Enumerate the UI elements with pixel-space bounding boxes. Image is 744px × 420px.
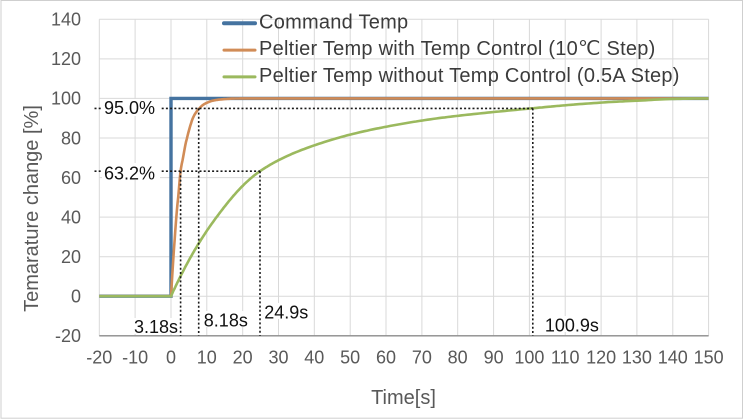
svg-text:8.18s: 8.18s — [204, 310, 248, 330]
svg-text:95.0%: 95.0% — [104, 98, 155, 118]
svg-text:90: 90 — [484, 348, 504, 368]
svg-text:Command Temp: Command Temp — [259, 11, 408, 33]
svg-text:60: 60 — [376, 348, 396, 368]
svg-text:40: 40 — [304, 348, 324, 368]
svg-text:0: 0 — [166, 348, 176, 368]
svg-text:150: 150 — [694, 348, 724, 368]
svg-text:80: 80 — [61, 128, 81, 148]
svg-text:Temarature change [%]: Temarature change [%] — [21, 105, 43, 312]
svg-text:63.2%: 63.2% — [104, 164, 155, 184]
svg-text:-10: -10 — [122, 348, 148, 368]
svg-text:100: 100 — [514, 348, 544, 368]
svg-text:-20: -20 — [55, 326, 81, 346]
svg-text:50: 50 — [340, 348, 360, 368]
svg-text:40: 40 — [61, 207, 81, 227]
svg-text:Time[s]: Time[s] — [371, 387, 436, 409]
svg-text:140: 140 — [51, 10, 81, 30]
svg-text:24.9s: 24.9s — [264, 303, 308, 323]
svg-text:140: 140 — [658, 348, 688, 368]
svg-text:-20: -20 — [86, 348, 112, 368]
svg-text:0: 0 — [71, 287, 81, 307]
svg-text:60: 60 — [61, 168, 81, 188]
svg-text:120: 120 — [51, 49, 81, 69]
svg-text:100.9s: 100.9s — [545, 316, 599, 336]
svg-text:10: 10 — [197, 348, 217, 368]
svg-text:80: 80 — [448, 348, 468, 368]
svg-text:100: 100 — [51, 89, 81, 109]
svg-text:20: 20 — [233, 348, 253, 368]
svg-text:110: 110 — [551, 348, 580, 368]
svg-text:20: 20 — [61, 247, 81, 267]
svg-text:3.18s: 3.18s — [134, 317, 178, 337]
svg-text:30: 30 — [268, 348, 288, 368]
svg-text:120: 120 — [586, 348, 616, 368]
svg-text:Peltier Temp with Temp Control: Peltier Temp with Temp Control (10℃ Step… — [259, 38, 656, 60]
svg-text:130: 130 — [622, 348, 652, 368]
svg-text:Peltier Temp without Temp Cont: Peltier Temp without Temp Control (0.5A … — [259, 65, 680, 87]
svg-text:70: 70 — [412, 348, 432, 368]
